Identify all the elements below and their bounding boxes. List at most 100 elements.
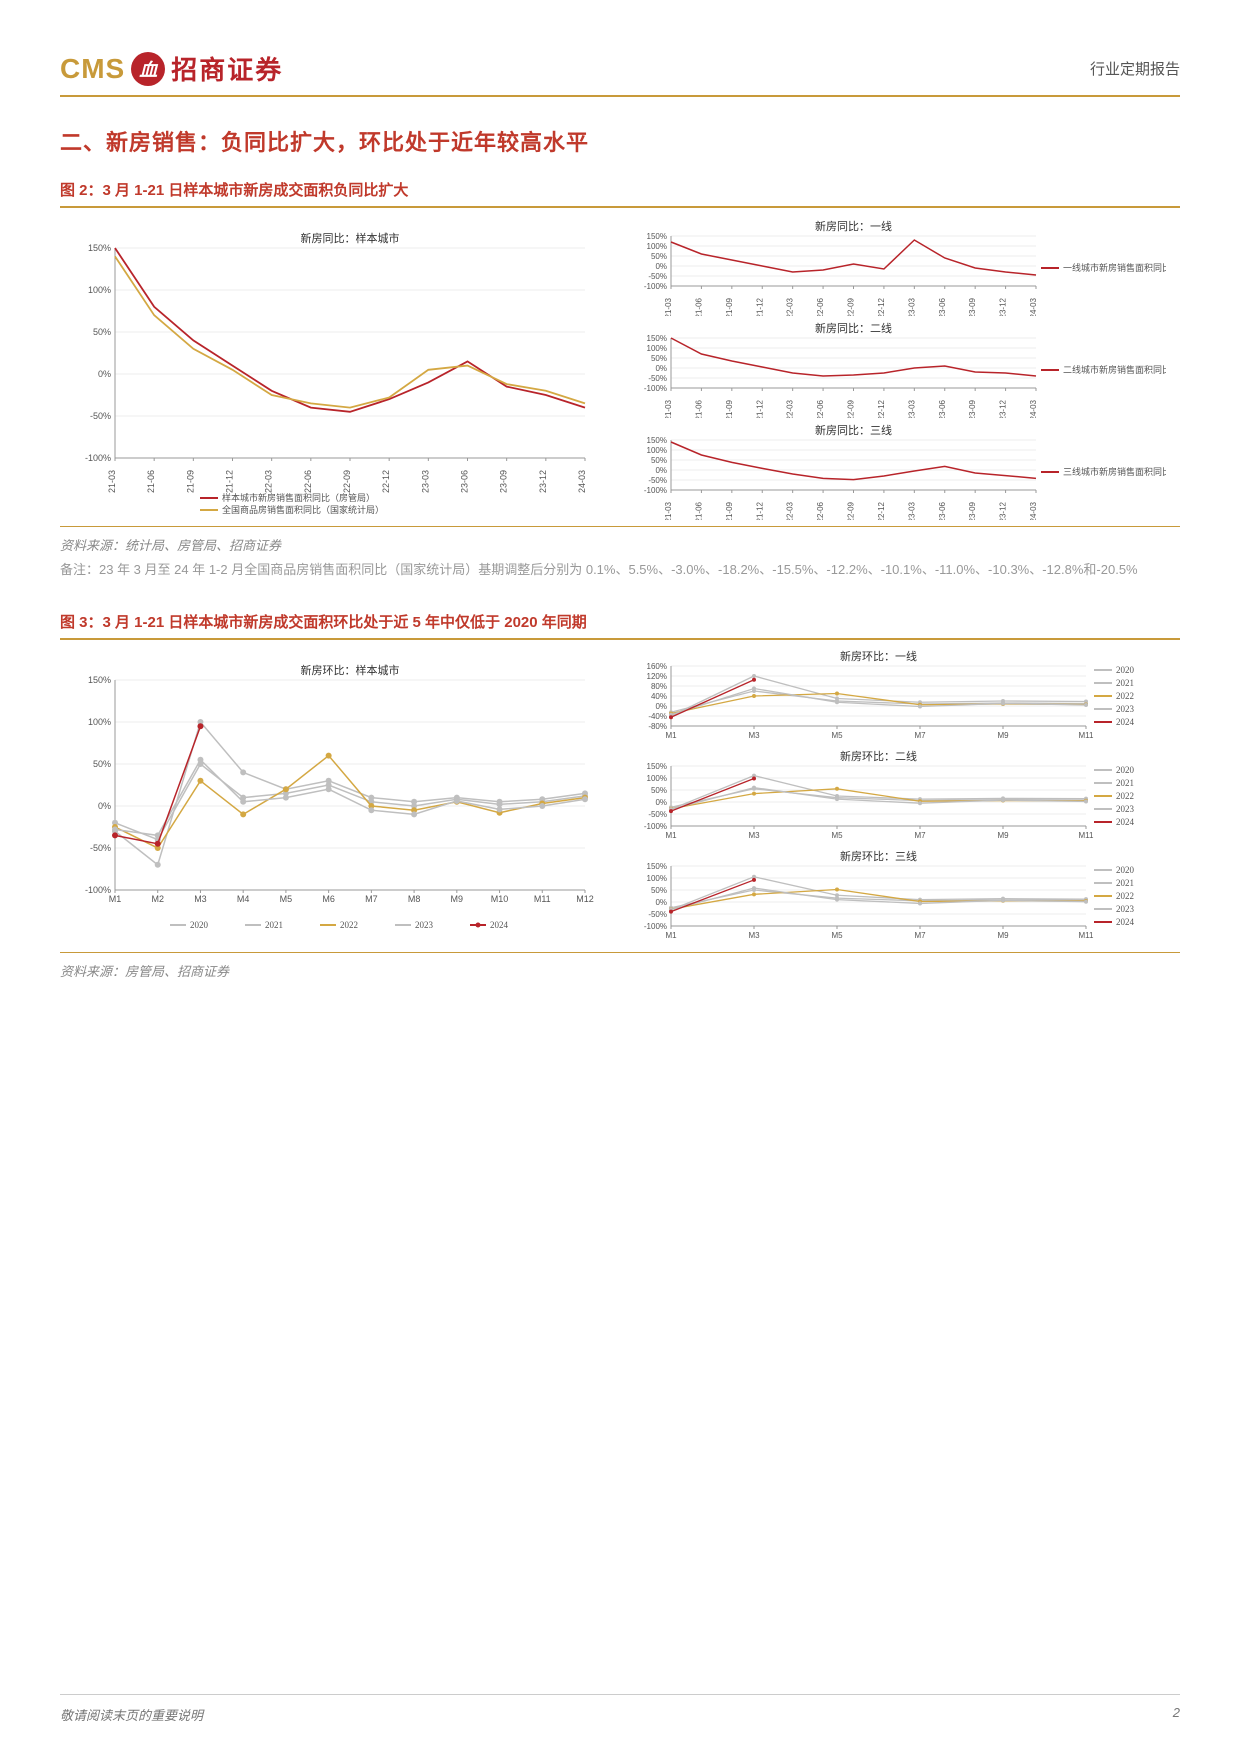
svg-text:100%: 100% — [647, 242, 667, 251]
fig2-small-charts: -100%-50%0%50%100%150%21-0321-0621-0921-… — [626, 218, 1180, 520]
svg-text:23-09: 23-09 — [968, 399, 977, 418]
svg-text:M10: M10 — [491, 894, 509, 904]
svg-text:M7: M7 — [914, 831, 926, 840]
section-2-title: 二、新房销售：负同比扩大，环比处于近年较高水平 — [60, 125, 1180, 157]
fig3-box: -100%-50%0%50%100%150%M1M2M3M4M5M6M7M8M9… — [60, 650, 1180, 953]
svg-text:21-12: 21-12 — [225, 470, 235, 493]
svg-text:50%: 50% — [651, 456, 667, 465]
svg-text:21-09: 21-09 — [725, 501, 734, 520]
svg-text:M2: M2 — [151, 894, 164, 904]
svg-text:23-09: 23-09 — [499, 470, 509, 493]
svg-text:150%: 150% — [88, 243, 111, 253]
svg-text:2024: 2024 — [490, 920, 509, 930]
svg-text:24-03: 24-03 — [1029, 399, 1038, 418]
svg-text:2020: 2020 — [1116, 865, 1135, 875]
svg-text:0%: 0% — [655, 798, 667, 807]
svg-text:24-03: 24-03 — [1029, 501, 1038, 520]
svg-text:0%: 0% — [655, 898, 667, 907]
svg-text:新房同比：样本城市: 新房同比：样本城市 — [301, 231, 400, 245]
svg-text:22-12: 22-12 — [877, 399, 886, 418]
svg-text:-50%: -50% — [648, 476, 667, 485]
svg-text:22-03: 22-03 — [786, 399, 795, 418]
svg-text:2023: 2023 — [1116, 804, 1135, 814]
svg-text:M9: M9 — [997, 831, 1009, 840]
svg-text:M1: M1 — [109, 894, 122, 904]
svg-text:23-12: 23-12 — [538, 470, 548, 493]
svg-text:21-03: 21-03 — [107, 470, 117, 493]
svg-text:22-03: 22-03 — [786, 297, 795, 316]
svg-text:100%: 100% — [88, 717, 111, 727]
svg-text:0%: 0% — [98, 801, 111, 811]
svg-text:100%: 100% — [647, 774, 667, 783]
svg-text:M12: M12 — [576, 894, 594, 904]
svg-text:2022: 2022 — [1116, 691, 1134, 701]
svg-text:2023: 2023 — [415, 920, 434, 930]
svg-text:-100%: -100% — [644, 822, 667, 831]
svg-text:新房同比：二线: 新房同比：二线 — [815, 321, 892, 335]
fig2-source: 资料来源：统计局、房管局、招商证券 — [60, 535, 1180, 554]
svg-text:M5: M5 — [280, 894, 293, 904]
footer-page-number: 2 — [1173, 1705, 1180, 1724]
svg-text:-50%: -50% — [90, 843, 111, 853]
svg-text:21-03: 21-03 — [664, 501, 673, 520]
svg-text:21-06: 21-06 — [146, 470, 156, 493]
svg-text:22-03: 22-03 — [264, 470, 274, 493]
svg-text:M1: M1 — [665, 731, 677, 740]
svg-text:M3: M3 — [748, 931, 760, 940]
svg-text:M1: M1 — [665, 831, 677, 840]
svg-text:M9: M9 — [997, 931, 1009, 940]
svg-text:23-03: 23-03 — [907, 501, 916, 520]
svg-text:23-09: 23-09 — [968, 297, 977, 316]
svg-text:21-03: 21-03 — [664, 399, 673, 418]
svg-text:2022: 2022 — [1116, 891, 1134, 901]
svg-text:2024: 2024 — [1116, 817, 1135, 827]
svg-text:-100%: -100% — [85, 453, 111, 463]
page-header: CMS 血 招商证券 行业定期报告 — [60, 50, 1180, 87]
svg-text:-100%: -100% — [644, 486, 667, 495]
svg-text:M3: M3 — [194, 894, 207, 904]
report-type: 行业定期报告 — [1090, 58, 1180, 79]
svg-text:150%: 150% — [88, 675, 111, 685]
svg-text:80%: 80% — [651, 682, 667, 691]
svg-text:21-06: 21-06 — [694, 399, 703, 418]
svg-text:新房同比：三线: 新房同比：三线 — [815, 423, 892, 437]
fig3-source: 资料来源：房管局、招商证券 — [60, 961, 1180, 980]
svg-text:-50%: -50% — [648, 374, 667, 383]
svg-text:2024: 2024 — [1116, 717, 1135, 727]
svg-text:2021: 2021 — [1116, 878, 1134, 888]
svg-text:22-06: 22-06 — [816, 501, 825, 520]
svg-text:50%: 50% — [93, 759, 111, 769]
svg-text:21-03: 21-03 — [664, 297, 673, 316]
svg-text:2020: 2020 — [190, 920, 209, 930]
fig2-box: -100%-50%0%50%100%150%21-0321-0621-0921-… — [60, 218, 1180, 527]
svg-text:21-12: 21-12 — [755, 297, 764, 316]
svg-text:0%: 0% — [655, 364, 667, 373]
svg-text:150%: 150% — [647, 232, 667, 241]
svg-text:M11: M11 — [1079, 731, 1095, 740]
svg-text:0%: 0% — [655, 466, 667, 475]
svg-text:2024: 2024 — [1116, 917, 1135, 927]
svg-text:150%: 150% — [647, 762, 667, 771]
svg-text:23-03: 23-03 — [420, 470, 430, 493]
page-footer: 敬请阅读末页的重要说明 2 — [60, 1694, 1180, 1724]
svg-text:22-03: 22-03 — [786, 501, 795, 520]
svg-text:160%: 160% — [647, 662, 667, 671]
svg-text:-100%: -100% — [644, 922, 667, 931]
svg-text:M11: M11 — [1079, 931, 1095, 940]
svg-text:-100%: -100% — [644, 384, 667, 393]
svg-text:新房环比：三线: 新房环比：三线 — [840, 850, 917, 863]
svg-text:23-03: 23-03 — [907, 399, 916, 418]
svg-text:21-09: 21-09 — [185, 470, 195, 493]
svg-text:2021: 2021 — [1116, 678, 1134, 688]
svg-text:23-09: 23-09 — [968, 501, 977, 520]
header-rule — [60, 95, 1180, 97]
svg-text:150%: 150% — [647, 334, 667, 343]
svg-text:21-06: 21-06 — [694, 297, 703, 316]
svg-text:新房环比：二线: 新房环比：二线 — [840, 750, 917, 763]
svg-text:新房环比：一线: 新房环比：一线 — [840, 650, 917, 663]
svg-text:-100%: -100% — [644, 282, 667, 291]
svg-text:23-12: 23-12 — [999, 399, 1008, 418]
svg-text:M1: M1 — [665, 931, 677, 940]
svg-text:2023: 2023 — [1116, 704, 1135, 714]
logo-cn: 招商证券 — [171, 50, 283, 87]
